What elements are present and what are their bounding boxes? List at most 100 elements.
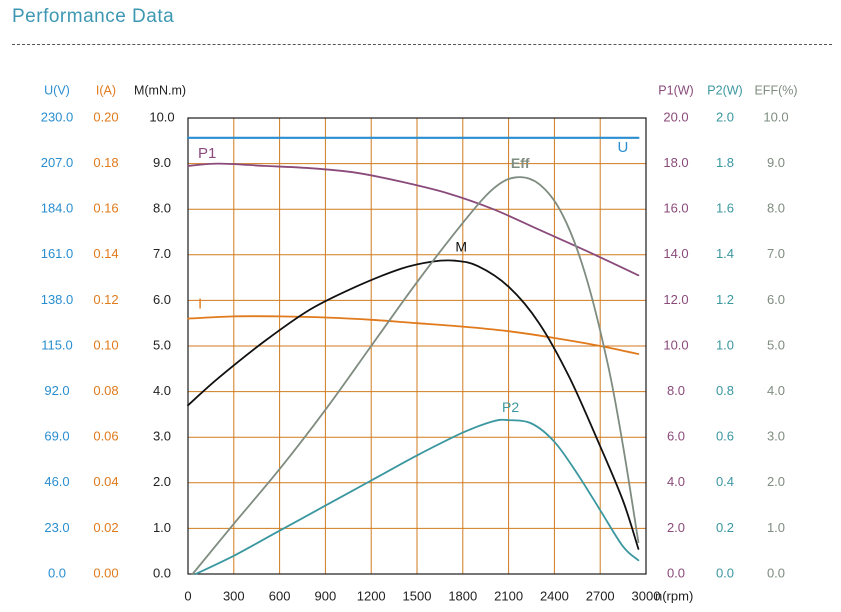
right-tick-label-eff: 7.0 (767, 246, 785, 261)
x-tick-label: 2700 (586, 588, 615, 603)
plot-frame (187, 117, 647, 575)
left-tick-label-m: 10.0 (149, 109, 174, 124)
left-tick-label-i: 0.08 (93, 383, 118, 398)
x-tick-label: 1200 (357, 588, 386, 603)
left-tick-label-u: 0.0 (48, 565, 66, 580)
series-label-eff: Eff (511, 155, 530, 171)
right-tick-label-p2: 1.4 (716, 246, 734, 261)
right-tick-label-eff: 2.0 (767, 474, 785, 489)
series-line-m (187, 259, 640, 550)
right-tick-label-p1: 14.0 (663, 246, 688, 261)
left-tick-label-i: 0.20 (93, 109, 118, 124)
left-axis-title-m: M(mN.m) (134, 83, 186, 97)
x-tick-label: 300 (223, 588, 245, 603)
left-tick-label-u: 46.0 (44, 474, 69, 489)
right-tick-label-p2: 0.6 (716, 429, 734, 444)
x-tick-label: 2400 (540, 588, 569, 603)
right-tick-label-eff: 5.0 (767, 337, 785, 352)
right-tick-label-p1: 2.0 (667, 520, 685, 535)
left-tick-label-u: 138.0 (41, 292, 74, 307)
right-tick-label-eff: 3.0 (767, 429, 785, 444)
series-line-p1 (187, 162, 640, 277)
left-tick-label-i: 0.00 (93, 565, 118, 580)
right-tick-label-eff: 4.0 (767, 383, 785, 398)
series-line-i (187, 315, 640, 355)
left-tick-label-m: 7.0 (153, 246, 171, 261)
right-tick-label-p1: 6.0 (667, 429, 685, 444)
left-tick-label-u: 207.0 (41, 155, 74, 170)
left-tick-label-i: 0.10 (93, 337, 118, 352)
right-axis-title-p2: P2(W) (707, 83, 742, 97)
right-axis-title-eff: EFF(%) (754, 83, 797, 97)
left-tick-label-u: 230.0 (41, 109, 74, 124)
right-tick-label-p2: 1.2 (716, 292, 734, 307)
left-tick-label-i: 0.16 (93, 201, 118, 216)
x-tick-label: 900 (315, 588, 337, 603)
right-tick-label-p1: 0.0 (667, 565, 685, 580)
right-tick-label-p1: 10.0 (663, 337, 688, 352)
right-tick-label-p2: 1.0 (716, 337, 734, 352)
left-tick-label-u: 23.0 (44, 520, 69, 535)
left-tick-label-i: 0.02 (93, 520, 118, 535)
right-tick-label-eff: 9.0 (767, 155, 785, 170)
left-tick-label-u: 69.0 (44, 429, 69, 444)
series-label-p1: P1 (198, 145, 216, 162)
chart-frame (187, 117, 647, 575)
x-tick-label: 3000 (632, 588, 661, 603)
x-tick-label: 2100 (494, 588, 523, 603)
left-tick-label-m: 2.0 (153, 474, 171, 489)
x-tick-label: 1500 (403, 588, 432, 603)
x-axis-label: n(rpm) (655, 588, 693, 603)
left-tick-label-m: 8.0 (153, 201, 171, 216)
chart-grid (188, 118, 646, 574)
left-tick-label-i: 0.06 (93, 429, 118, 444)
right-tick-label-p1: 4.0 (667, 474, 685, 489)
series-label-m: M (455, 238, 467, 254)
right-tick-label-p1: 12.0 (663, 292, 688, 307)
right-tick-label-p2: 0.2 (716, 520, 734, 535)
chart-series (186, 136, 640, 575)
left-axis-title-u: U(V) (44, 83, 70, 97)
right-tick-label-eff: 10.0 (763, 109, 788, 124)
left-tick-label-m: 9.0 (153, 155, 171, 170)
right-tick-label-p1: 16.0 (663, 201, 688, 216)
left-tick-label-i: 0.12 (93, 292, 118, 307)
left-tick-label-m: 6.0 (153, 292, 171, 307)
left-tick-label-m: 3.0 (153, 429, 171, 444)
page-title: Performance Data (12, 6, 175, 27)
right-tick-label-p2: 0.0 (716, 565, 734, 580)
series-line-eff (191, 176, 640, 575)
right-tick-label-p1: 20.0 (663, 109, 688, 124)
left-tick-label-u: 92.0 (44, 383, 69, 398)
right-tick-label-eff: 1.0 (767, 520, 785, 535)
series-label-u: U (618, 139, 629, 156)
series-line-p2 (194, 418, 640, 575)
left-tick-label-i: 0.14 (93, 246, 118, 261)
right-tick-label-p2: 1.8 (716, 155, 734, 170)
x-tick-label: 1800 (448, 588, 477, 603)
title-divider (12, 44, 832, 45)
right-tick-label-p2: 2.0 (716, 109, 734, 124)
right-tick-label-p2: 1.6 (716, 201, 734, 216)
right-tick-label-eff: 6.0 (767, 292, 785, 307)
left-tick-label-m: 5.0 (153, 337, 171, 352)
left-tick-label-m: 4.0 (153, 383, 171, 398)
right-tick-label-p2: 0.8 (716, 383, 734, 398)
left-tick-label-i: 0.04 (93, 474, 118, 489)
series-label-p2: P2 (502, 399, 519, 415)
left-tick-label-u: 161.0 (41, 246, 74, 261)
left-tick-label-m: 1.0 (153, 520, 171, 535)
right-tick-label-eff: 8.0 (767, 201, 785, 216)
left-tick-label-m: 0.0 (153, 565, 171, 580)
x-tick-label: 600 (269, 588, 291, 603)
right-tick-label-p1: 18.0 (663, 155, 688, 170)
series-label-i: I (198, 296, 202, 313)
right-tick-label-p2: 0.4 (716, 474, 734, 489)
left-axis-title-i: I(A) (96, 83, 116, 97)
right-tick-label-eff: 0.0 (767, 565, 785, 580)
left-tick-label-u: 115.0 (41, 337, 73, 352)
right-tick-label-p1: 8.0 (667, 383, 685, 398)
x-tick-label: 0 (184, 588, 191, 603)
left-tick-label-u: 184.0 (41, 201, 74, 216)
